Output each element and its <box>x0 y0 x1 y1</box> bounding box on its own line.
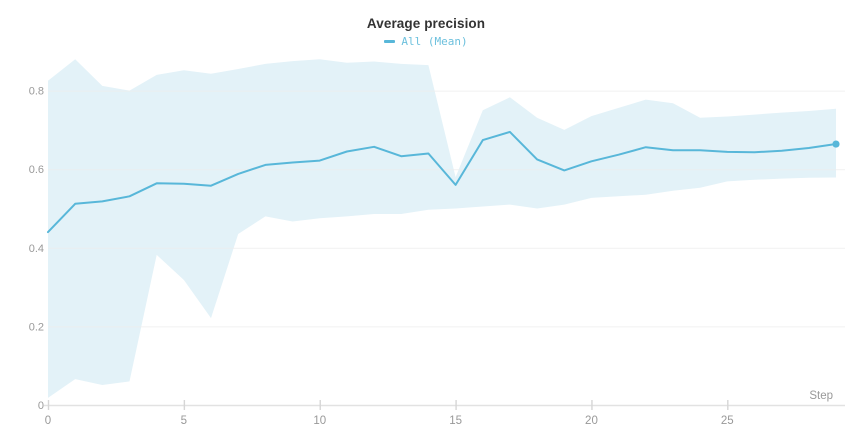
x-tick-label: 5 <box>181 415 187 427</box>
mean-line <box>47 130 837 234</box>
y-tick-label: 0.8 <box>29 86 44 98</box>
chart-title: Average precision <box>366 16 486 31</box>
y-tick-label: 0.4 <box>29 243 44 255</box>
chart-legend[interactable]: All (Mean) <box>0 36 852 48</box>
x-tick-label: 20 <box>585 415 598 427</box>
x-tick-label: 25 <box>721 415 734 427</box>
x-tick-label: 10 <box>313 415 326 427</box>
x-axis-title: Step <box>809 390 833 402</box>
legend-line-swatch <box>384 39 396 43</box>
legend-label: All (Mean) <box>401 35 468 48</box>
x-tick-label: 15 <box>449 415 462 427</box>
x-tick-label: 0 <box>45 415 51 427</box>
last-point-marker <box>832 140 840 148</box>
y-tick-label: 0.2 <box>29 321 44 333</box>
y-tick-label: 0 <box>38 400 44 412</box>
confidence-band <box>48 59 836 398</box>
y-tick-label: 0.6 <box>29 164 44 176</box>
